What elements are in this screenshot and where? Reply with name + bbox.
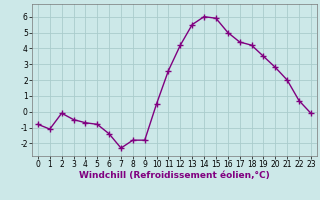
X-axis label: Windchill (Refroidissement éolien,°C): Windchill (Refroidissement éolien,°C): [79, 171, 270, 180]
